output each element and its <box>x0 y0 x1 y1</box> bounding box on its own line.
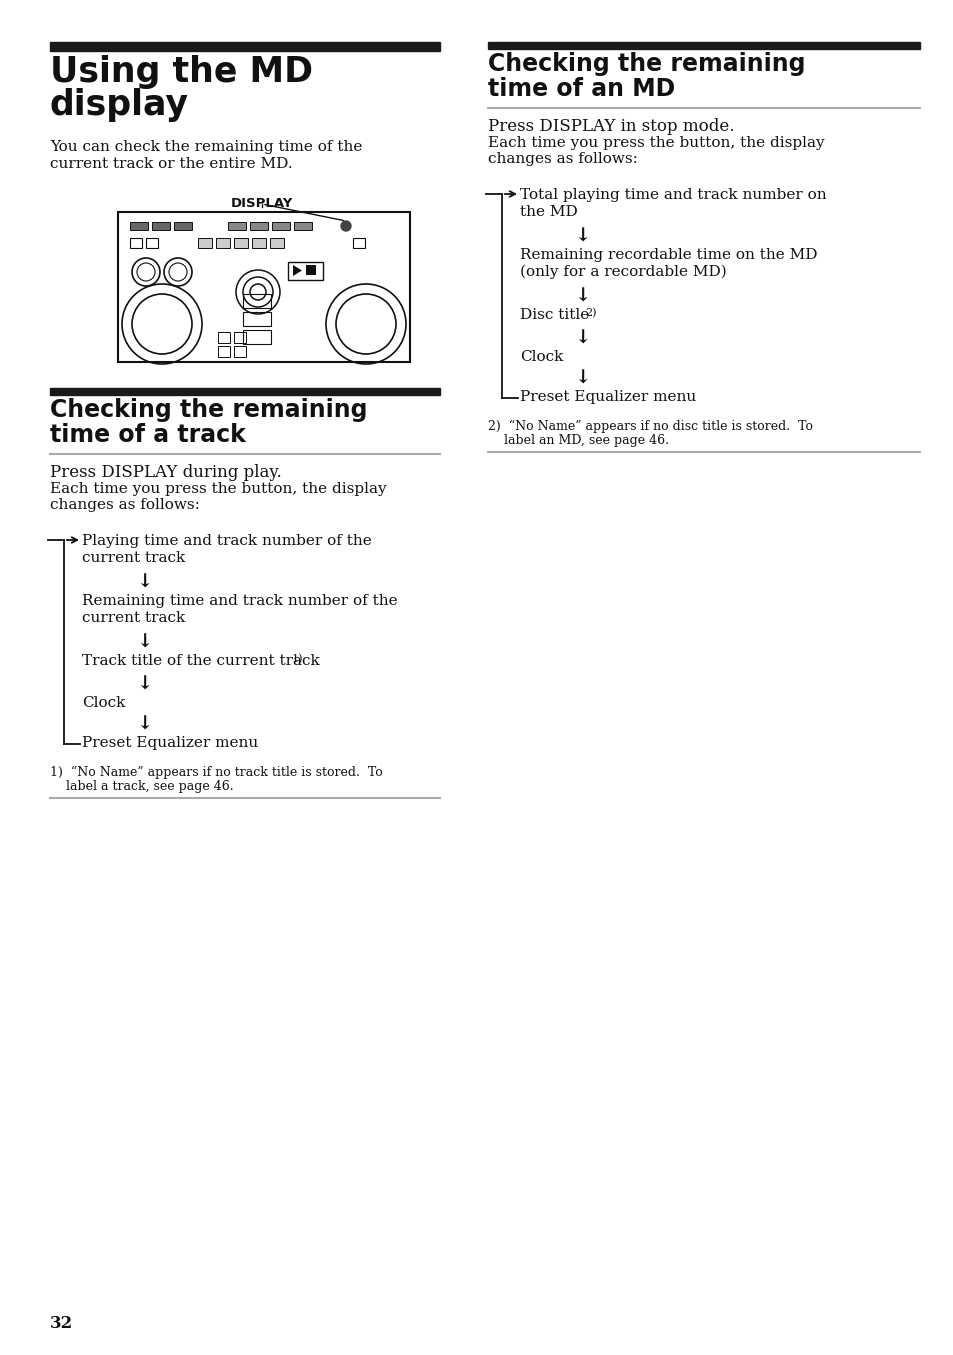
Text: display: display <box>50 88 189 122</box>
Bar <box>243 312 271 327</box>
Bar <box>146 238 158 248</box>
Bar <box>218 346 230 356</box>
Text: Checking the remaining: Checking the remaining <box>50 398 367 421</box>
Bar <box>233 238 248 248</box>
Text: the MD: the MD <box>519 205 578 220</box>
Text: Checking the remaining: Checking the remaining <box>488 51 804 76</box>
Text: Clock: Clock <box>82 696 125 710</box>
Bar <box>270 238 284 248</box>
Text: time of an MD: time of an MD <box>488 77 675 102</box>
Text: label an MD, see page 46.: label an MD, see page 46. <box>488 434 668 447</box>
Text: current track: current track <box>82 551 185 565</box>
Text: Each time you press the button, the display: Each time you press the button, the disp… <box>50 482 386 496</box>
Text: changes as follows:: changes as follows: <box>50 499 200 512</box>
Bar <box>130 238 142 248</box>
Text: Remaining time and track number of the: Remaining time and track number of the <box>82 593 397 608</box>
Text: ↓: ↓ <box>137 575 153 592</box>
Text: label a track, see page 46.: label a track, see page 46. <box>50 780 233 793</box>
Text: ↓: ↓ <box>137 634 153 652</box>
Bar <box>294 222 312 230</box>
Text: Remaining recordable time on the MD: Remaining recordable time on the MD <box>519 248 817 262</box>
Bar <box>272 222 290 230</box>
Text: ↓: ↓ <box>137 676 153 694</box>
Text: changes as follows:: changes as follows: <box>488 152 638 167</box>
Text: (only for a recordable MD): (only for a recordable MD) <box>519 266 726 279</box>
Text: current track: current track <box>82 611 185 625</box>
Bar <box>173 222 192 230</box>
Bar <box>50 388 439 396</box>
Polygon shape <box>293 266 302 276</box>
Text: Clock: Clock <box>519 350 563 364</box>
Text: time of a track: time of a track <box>50 423 246 447</box>
Text: ↓: ↓ <box>575 370 591 388</box>
Text: DISPLAY: DISPLAY <box>231 196 293 210</box>
Text: ↓: ↓ <box>137 715 153 734</box>
Bar <box>152 222 170 230</box>
Bar <box>243 331 271 344</box>
Text: ↓: ↓ <box>575 289 591 306</box>
Bar <box>252 238 266 248</box>
Bar <box>233 346 246 356</box>
Bar <box>288 262 323 280</box>
Bar <box>130 222 148 230</box>
Text: Using the MD: Using the MD <box>50 56 313 89</box>
Text: Track title of the current track: Track title of the current track <box>82 654 319 668</box>
Bar <box>250 222 268 230</box>
Bar <box>228 222 246 230</box>
Text: Preset Equalizer menu: Preset Equalizer menu <box>82 736 258 751</box>
Text: ↓: ↓ <box>575 331 591 348</box>
Text: Disc title: Disc title <box>519 308 589 322</box>
Bar <box>306 266 315 275</box>
Text: Total playing time and track number on: Total playing time and track number on <box>519 188 825 202</box>
Text: current track or the entire MD.: current track or the entire MD. <box>50 157 293 171</box>
Bar <box>118 211 410 362</box>
Bar <box>218 332 230 343</box>
Text: Press DISPLAY in stop mode.: Press DISPLAY in stop mode. <box>488 118 734 136</box>
Text: Press DISPLAY during play.: Press DISPLAY during play. <box>50 463 281 481</box>
Bar <box>215 238 230 248</box>
Bar <box>488 42 919 49</box>
Text: Each time you press the button, the display: Each time you press the button, the disp… <box>488 136 823 150</box>
Text: 1)  “No Name” appears if no track title is stored.  To: 1) “No Name” appears if no track title i… <box>50 766 382 779</box>
Text: 1): 1) <box>292 654 303 664</box>
Circle shape <box>340 221 351 230</box>
Text: 2)  “No Name” appears if no disc title is stored.  To: 2) “No Name” appears if no disc title is… <box>488 420 812 434</box>
Bar <box>233 332 246 343</box>
Text: 2): 2) <box>585 308 597 318</box>
Bar <box>50 42 439 51</box>
Text: You can check the remaining time of the: You can check the remaining time of the <box>50 140 362 154</box>
Bar <box>353 238 365 248</box>
Text: Playing time and track number of the: Playing time and track number of the <box>82 534 372 547</box>
Bar <box>198 238 212 248</box>
Text: Preset Equalizer menu: Preset Equalizer menu <box>519 390 696 404</box>
Bar <box>243 294 271 308</box>
Text: 32: 32 <box>50 1314 73 1332</box>
Text: ↓: ↓ <box>575 228 591 247</box>
